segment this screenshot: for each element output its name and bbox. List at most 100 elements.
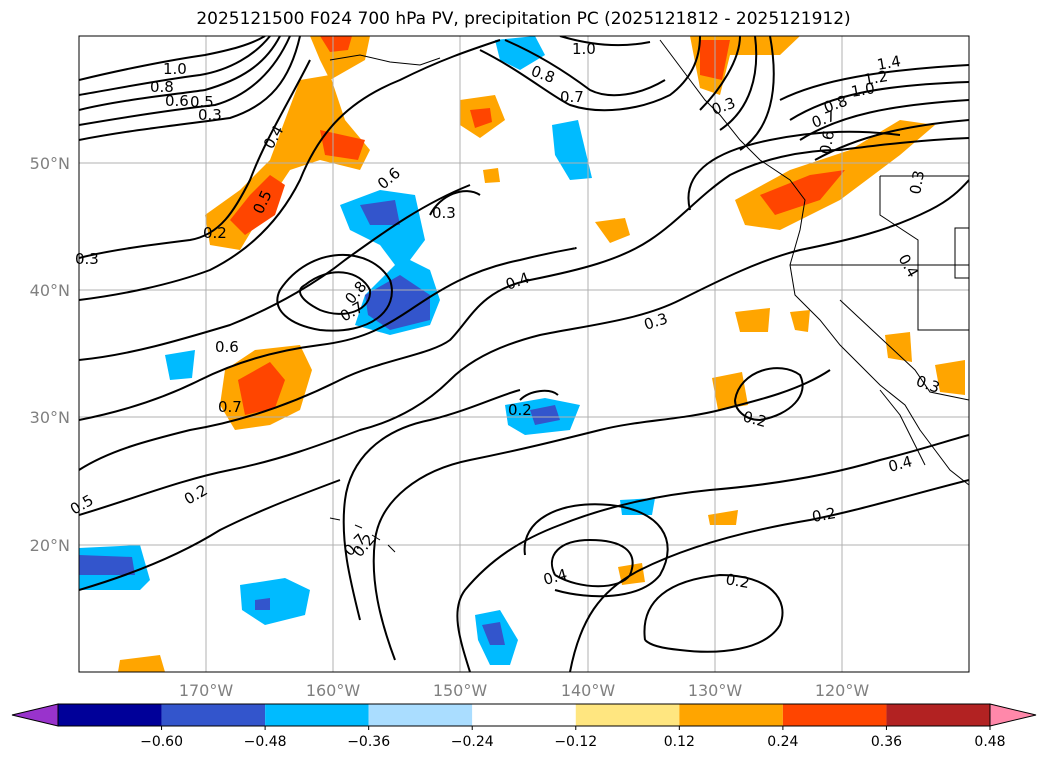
contour-label: 1.0 bbox=[163, 60, 187, 78]
precip-negative-area bbox=[552, 120, 592, 180]
contour-label: 0.3 bbox=[198, 106, 222, 124]
contour-label: 0.3 bbox=[75, 250, 99, 268]
border-line bbox=[917, 290, 969, 331]
pv-contour bbox=[79, 247, 577, 421]
pv-contour bbox=[372, 369, 831, 661]
pv-contour bbox=[79, 36, 301, 141]
pv-contour bbox=[559, 36, 651, 47]
precip-positive-area bbox=[320, 130, 365, 160]
pv-contour bbox=[79, 137, 969, 471]
map-title: 2025121500 F024 700 hPa PV, precipitatio… bbox=[196, 9, 851, 29]
precip-positive-area bbox=[790, 310, 810, 332]
pv-contour bbox=[814, 119, 969, 161]
colorbar-tick-label: −0.24 bbox=[451, 734, 494, 750]
precip-positive-area bbox=[708, 510, 738, 525]
pv-contour bbox=[519, 389, 559, 401]
border-line bbox=[879, 176, 919, 290]
pv-contour bbox=[79, 184, 471, 361]
colorbar-tick-label: −0.36 bbox=[347, 734, 390, 750]
colorbar-swatch bbox=[265, 704, 369, 726]
precip-negative-area bbox=[530, 405, 560, 425]
colorbar-swatch bbox=[472, 704, 576, 726]
precip-positive-area bbox=[230, 175, 285, 235]
lon-label: 140°W bbox=[561, 681, 616, 700]
pv-contour bbox=[299, 271, 372, 315]
contour-label: 0.5 bbox=[67, 491, 97, 519]
hawaii-islands bbox=[329, 517, 396, 553]
precip-positive-area bbox=[760, 170, 845, 215]
colorbar-swatch bbox=[679, 704, 783, 726]
contour-label: 1.2 bbox=[863, 67, 890, 89]
pv-contour bbox=[79, 479, 341, 591]
precip-negative-area bbox=[165, 350, 195, 380]
colorbar-swatch bbox=[368, 704, 473, 726]
pv-contour bbox=[550, 538, 634, 588]
map-frame bbox=[78, 35, 970, 673]
lat-label: 40°N bbox=[30, 281, 70, 300]
precip-negative-area bbox=[620, 498, 655, 515]
contour-label: 0.8 bbox=[150, 78, 174, 96]
contour-label: 0.2 bbox=[724, 570, 751, 592]
colorbar-swatch bbox=[58, 704, 162, 726]
colorbar-tick-label: 0.12 bbox=[664, 734, 695, 750]
contour-label: 0.7 bbox=[218, 398, 242, 416]
pv-contour bbox=[719, 36, 758, 131]
pv-contour bbox=[79, 59, 311, 259]
precip-negative-area bbox=[360, 200, 400, 225]
baja-coast bbox=[879, 389, 926, 466]
contour-label: 0.3 bbox=[432, 204, 456, 222]
colorbar-swatch bbox=[575, 704, 680, 726]
precip-negative-area bbox=[255, 598, 270, 610]
lon-label: 150°W bbox=[433, 681, 488, 700]
precip-positive-area bbox=[118, 655, 165, 672]
precip-positive-area bbox=[238, 362, 285, 415]
contour-label: 0.5 bbox=[190, 93, 214, 111]
border-line bbox=[839, 299, 969, 401]
colorbar-tick-label: −0.48 bbox=[244, 734, 287, 750]
pv-contour bbox=[799, 99, 969, 141]
pv-contour bbox=[734, 367, 804, 422]
contour-label-group: 1.0 0.8 0.6 0.5 0.3 0.4 0.5 0.2 0.3 0.6 … bbox=[67, 40, 942, 592]
contour-label: 0.2 bbox=[741, 407, 769, 431]
contour-label: 0.2 bbox=[203, 224, 227, 242]
pv-contour bbox=[479, 36, 701, 112]
colorbar-extend-max bbox=[989, 703, 1037, 727]
precip-negative-area bbox=[240, 578, 310, 625]
colorbar-tick-label: −0.12 bbox=[554, 734, 597, 750]
colorbar-extend-min bbox=[11, 703, 59, 727]
pv-contours bbox=[79, 36, 969, 672]
colorbar-tick-label: −0.60 bbox=[140, 734, 183, 750]
lat-label: 50°N bbox=[30, 154, 70, 173]
pv-contour bbox=[456, 434, 969, 672]
pv-contour bbox=[739, 36, 775, 151]
pv-contour bbox=[789, 81, 969, 121]
alaska-coast bbox=[329, 54, 441, 66]
colorbar: −0.60 −0.48 −0.36 −0.24 −0.12 0.12 0.24 0.36 0.4… bbox=[11, 703, 1037, 750]
lon-label: 120°W bbox=[815, 681, 870, 700]
precip-negative-area bbox=[482, 622, 505, 645]
colorbar-tick-label: 0.24 bbox=[767, 734, 798, 750]
coastlines bbox=[329, 39, 969, 553]
colorbar-frame bbox=[57, 703, 991, 727]
precip-positive-area bbox=[885, 332, 912, 362]
contour-label: 0.6 bbox=[816, 129, 838, 156]
pv-contour bbox=[79, 36, 291, 126]
contour-label: 0.6 bbox=[165, 92, 189, 110]
pv-contour bbox=[699, 36, 741, 111]
contour-label: 0.4 bbox=[541, 565, 569, 589]
contour-label: 0.4 bbox=[886, 452, 914, 476]
pv-contour bbox=[276, 253, 393, 332]
contour-label: 0.6 bbox=[215, 338, 239, 356]
precip-shading bbox=[79, 36, 965, 672]
colorbar-swatch bbox=[886, 704, 990, 726]
precip-positive-area bbox=[320, 36, 352, 52]
contour-label: 0.2 bbox=[508, 401, 532, 419]
pv-contour bbox=[429, 190, 481, 216]
pv-contour bbox=[79, 36, 281, 111]
contour-label: 0.3 bbox=[906, 169, 928, 196]
precip-positive-area bbox=[470, 108, 492, 128]
pv-contour bbox=[79, 36, 271, 96]
lon-label: 130°W bbox=[688, 681, 743, 700]
contour-label: 0.2 bbox=[811, 504, 838, 526]
